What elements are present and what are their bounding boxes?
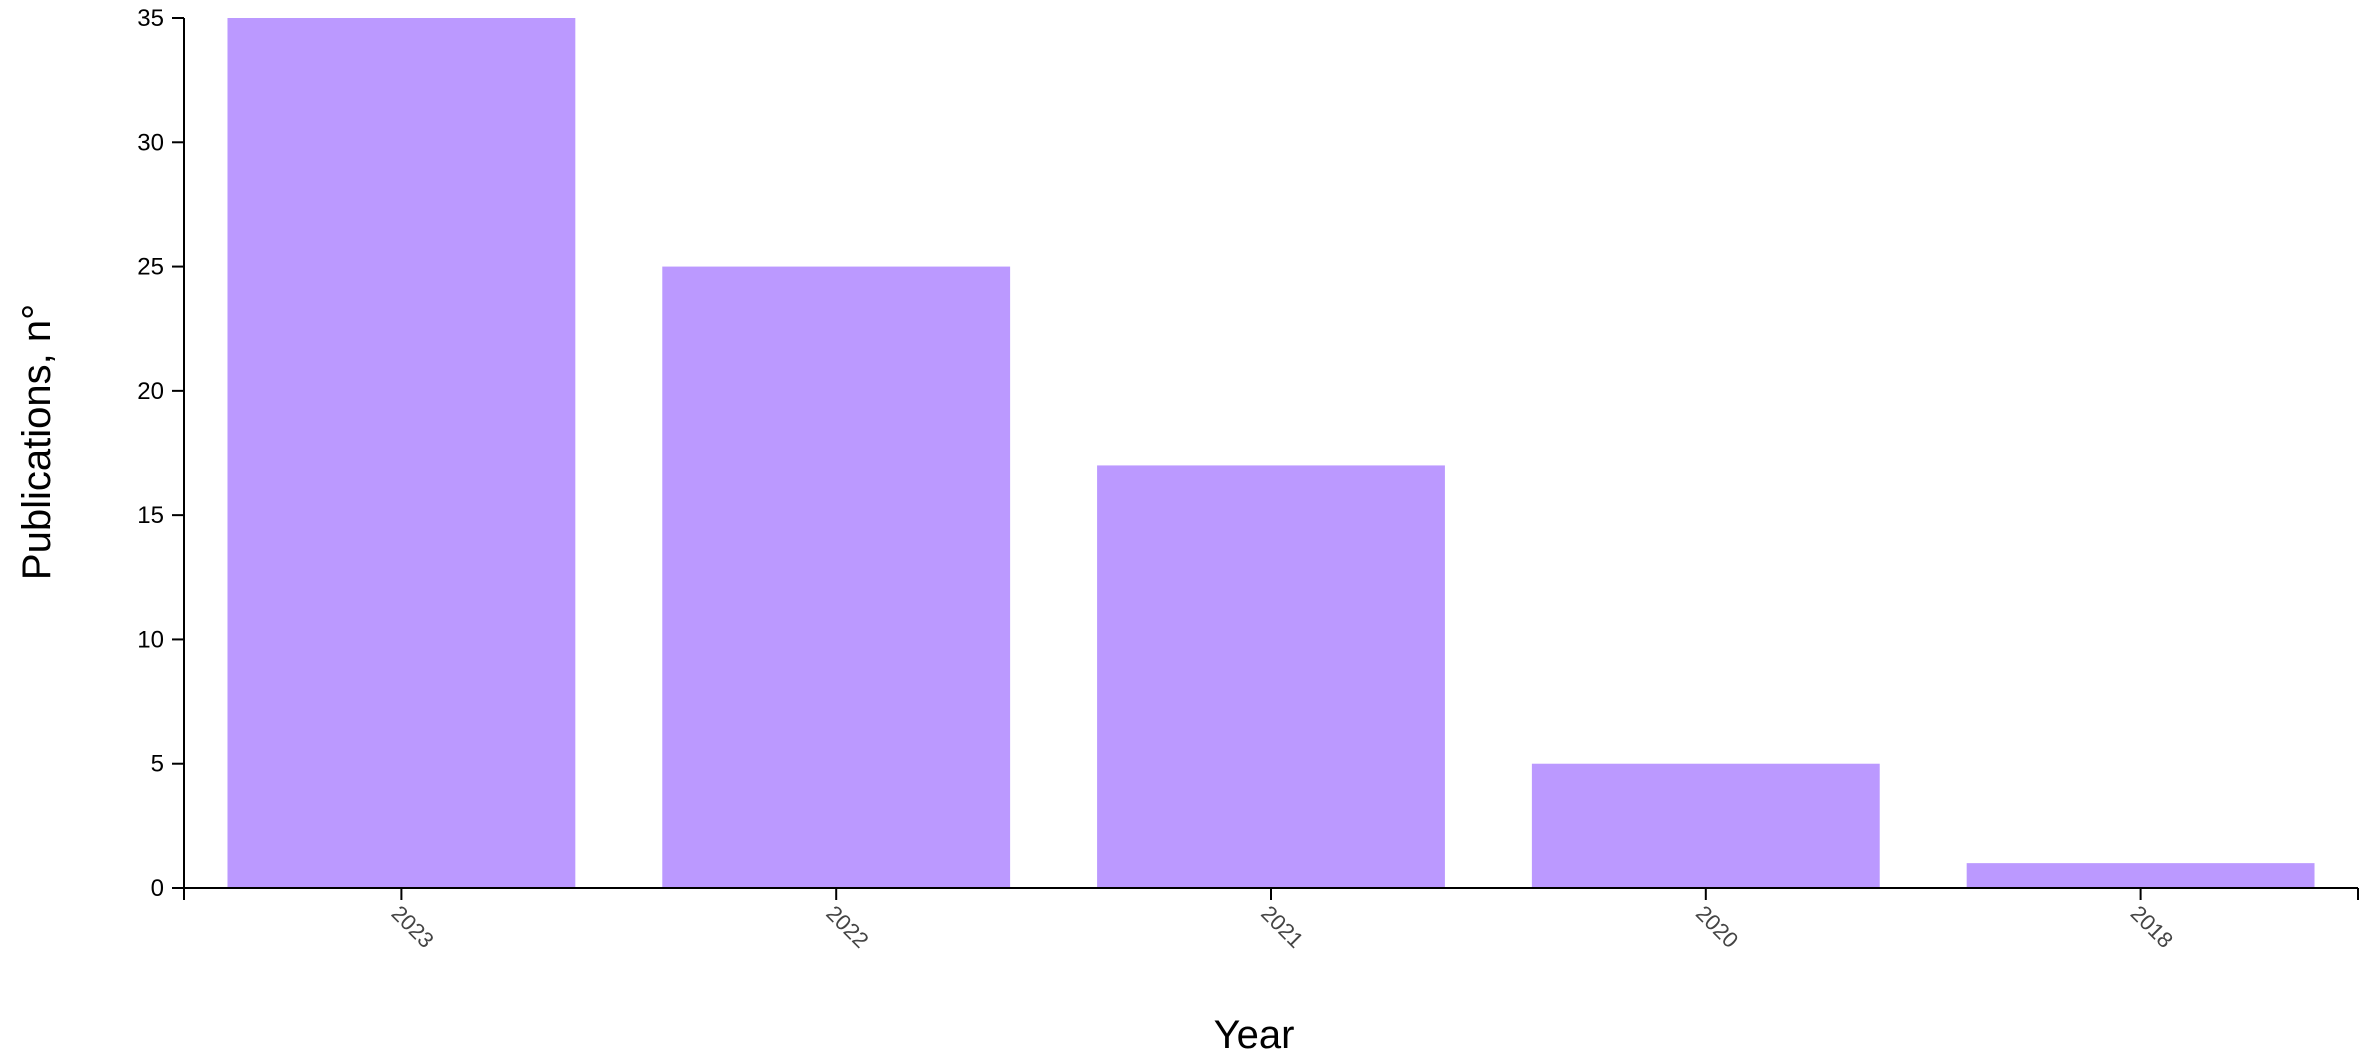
bar-2018: [1966, 863, 2315, 888]
x-tick-label: 2020: [1691, 901, 1743, 953]
y-tick-label: 20: [137, 378, 164, 405]
y-axis-title: Publications, n°: [15, 304, 59, 580]
bar-2022: [662, 266, 1011, 889]
y-tick-label: 15: [137, 502, 164, 529]
y-tick-label: 5: [151, 751, 164, 778]
y-ticks: 0 5 10 15 20 25 30 35: [137, 5, 184, 902]
x-tick-label: 2023: [387, 901, 439, 953]
x-ticks: 2023 2022 2021 2020 2018: [183, 888, 2359, 953]
y-tick-label: 35: [137, 5, 164, 32]
bars-group: [227, 18, 2315, 889]
bar-2023: [227, 18, 576, 888]
x-tick-label: 2018: [2126, 901, 2178, 953]
x-axis: 2023 2022 2021 2020 2018: [183, 887, 2359, 953]
y-tick-label: 10: [137, 626, 164, 653]
bar-2021: [1097, 465, 1445, 888]
x-tick-label: 2021: [1256, 901, 1308, 953]
x-axis-title: Year: [1214, 1013, 1295, 1056]
y-axis: 0 5 10 15 20 25 30 35: [137, 5, 185, 902]
y-tick-label: 30: [137, 129, 164, 156]
x-tick-label: 2022: [821, 901, 873, 953]
y-tick-label: 0: [151, 875, 164, 902]
bar-2020: [1531, 763, 1880, 888]
y-tick-label: 25: [137, 254, 164, 281]
